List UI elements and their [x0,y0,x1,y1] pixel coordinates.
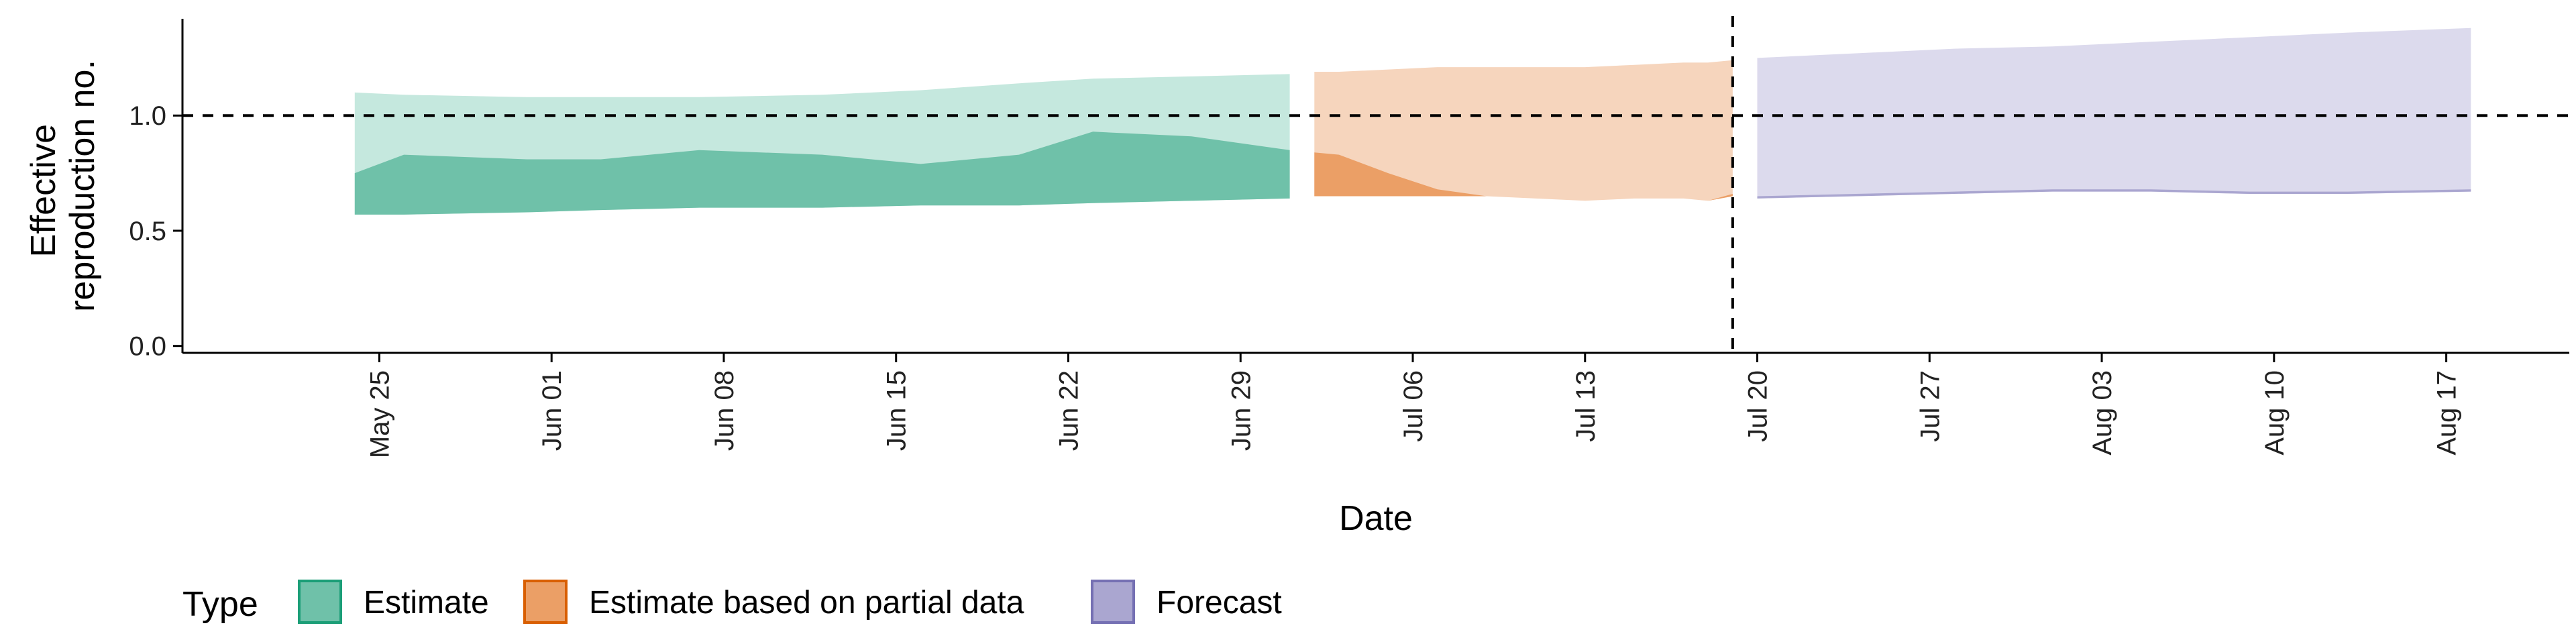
x-tick-label: Aug 17 [2432,370,2462,455]
x-tick-label: Jul 20 [1743,370,1773,442]
bands [354,28,2471,215]
y-axis-ticks: 0.0 0.5 1.0 [129,101,182,362]
y-axis-title: Effective reproduction no. [24,60,102,312]
legend: Type Estimate Estimate based on partial d… [182,580,1282,624]
x-tick-label: Jun 15 [882,370,912,451]
band-inner-1 [354,131,1290,215]
x-tick-label: Jul 13 [1571,370,1601,442]
band-outer-2 [1314,60,1733,201]
x-tick-label: Jul 06 [1399,370,1428,442]
legend-items: Estimate Estimate based on partial data Fo… [298,580,1282,624]
x-tick-label: Jun 08 [710,370,739,451]
x-tick-label: May 25 [365,370,394,458]
x-tick-label: Aug 03 [2088,370,2117,455]
band-inner-2 [1314,152,1733,201]
y-tick-label: 0.0 [129,332,166,362]
legend-key [523,580,568,624]
x-axis-ticks: May 25 Jun 01 Jun 08 Jun 15 Jun 22 Jun 29 Jul … [365,353,2462,458]
legend-key [298,580,342,624]
legend-title: Type [182,585,258,624]
legend-label: Forecast [1157,585,1282,621]
x-tick-label: Jun 22 [1055,370,1084,451]
legend-label: Estimate [364,585,489,621]
x-tick-label: Jun 01 [537,370,567,451]
y-axis-title-line-1: Effective [24,124,63,257]
x-tick-label: Aug 10 [2260,370,2290,455]
plot-area: May 25 Jun 01 Jun 08 Jun 15 Jun 22 Jun 29 Jul … [129,16,2569,458]
y-axis-title-line-2: reproduction no. [63,60,102,312]
y-tick-label: 1.0 [129,101,166,131]
y-tick-label: 0.5 [129,217,166,246]
legend-label: Estimate based on partial data [589,585,1024,621]
legend-key [1091,580,1135,624]
band-outer-3 [1757,28,2471,199]
x-tick-label: Jun 29 [1226,370,1256,451]
band-inner-3 [1757,189,2471,199]
x-tick-label: Jul 27 [1915,370,1945,442]
x-axis-title: Date [1339,499,1413,538]
